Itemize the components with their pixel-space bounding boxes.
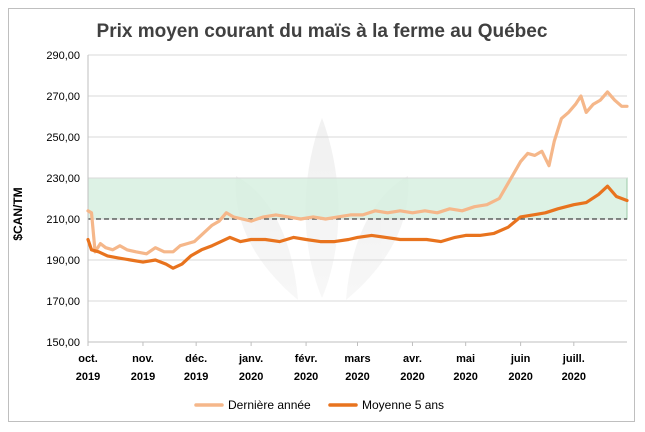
x-tick-year: 2020 [562,371,586,383]
x-tick-month: mars [344,353,370,365]
y-axis-label: $CAN/TM [11,187,25,240]
y-axis-ticks: 150,00 170,00 190,00 210,00 230,00 250,00 270,… [46,50,80,349]
x-tick-month: févr. [295,353,318,365]
x-tick-year: 2020 [453,371,477,383]
x-tick-month: mai [456,353,475,365]
x-tick-year: 2020 [508,371,532,383]
x-tick-month: juill. [562,353,585,365]
x-tick-year: 2020 [345,371,369,383]
legend-label: Dernière année [228,398,311,412]
y-tick-label: 270,00 [46,91,80,103]
x-tick-month: déc. [185,353,207,365]
y-tick-label: 210,00 [46,214,80,226]
x-tick-month: oct. [78,353,98,365]
x-tick-month: avr. [403,353,422,365]
chart-title: Prix moyen courant du maïs à la ferme au… [97,21,548,42]
y-tick-label: 150,00 [46,337,80,349]
x-tick-year: 2020 [239,371,263,383]
x-tick-month: nov. [132,353,154,365]
x-tick-year: 2020 [400,371,424,383]
legend: Dernière année Moyenne 5 ans [194,398,444,412]
y-tick-label: 250,00 [46,132,80,144]
x-axis-ticks: oct. 2019 nov. 2019 déc. 2019 janv. 2020 févr. 20… [76,342,586,383]
legend-label: Moyenne 5 ans [362,398,444,412]
y-tick-label: 190,00 [46,255,80,267]
y-tick-label: 290,00 [46,50,80,62]
y-tick-label: 230,00 [46,173,80,185]
y-tick-label: 170,00 [46,296,80,308]
x-tick-month: juin [510,353,531,365]
x-tick-year: 2019 [184,371,208,383]
axes [87,55,627,343]
series-line-moyenne-5-ans [86,184,629,270]
x-tick-year: 2020 [294,371,318,383]
x-tick-year: 2019 [76,371,100,383]
series-line-derniere-annee [86,90,629,256]
x-tick-year: 2019 [131,371,155,383]
series-lines [86,90,629,270]
x-tick-month: janv. [238,353,263,365]
